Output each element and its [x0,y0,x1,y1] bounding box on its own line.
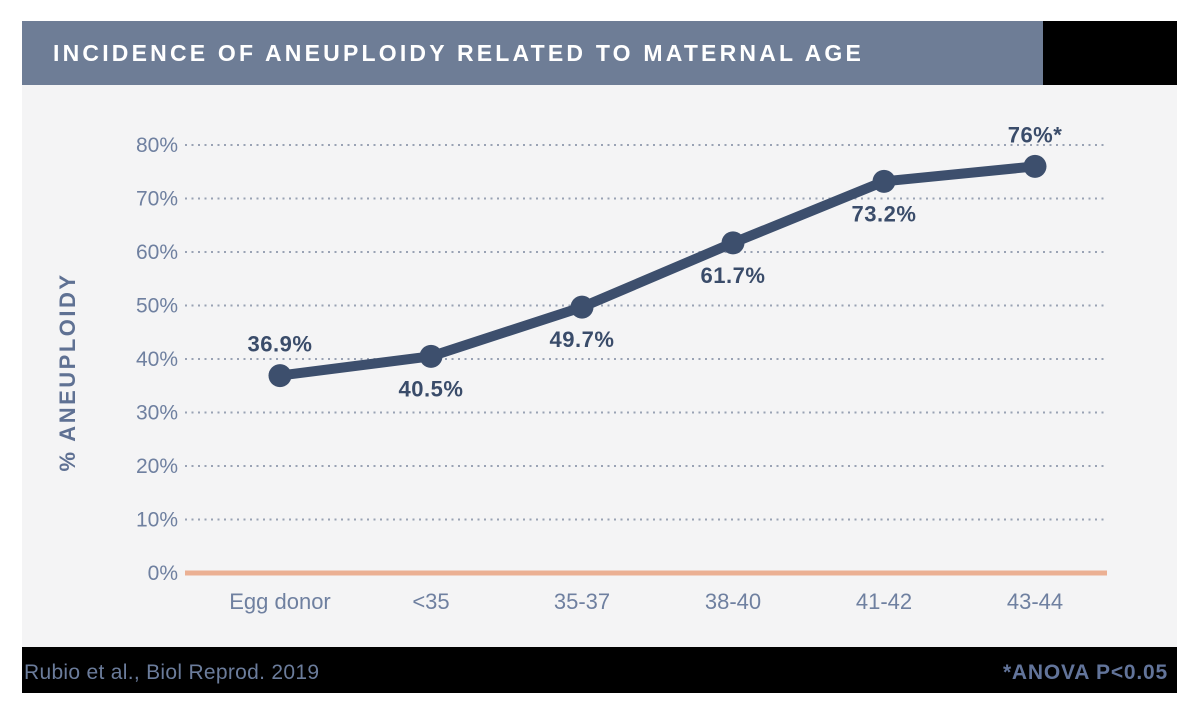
data-point-1 [268,364,292,388]
data-point-label-2: 40.5% [399,376,464,401]
x-tick-label-5: 41-42 [856,589,912,614]
data-point-label-4: 61.7% [701,263,766,288]
x-tick-label-2: <35 [412,589,449,614]
y-tick-label-60: 60% [136,241,178,264]
x-tick-label-1: Egg donor [229,589,331,614]
data-point-2 [419,344,443,368]
data-point-label-6: 76%* [1008,122,1063,147]
y-tick-label-0: 0% [148,562,178,585]
y-tick-label-40: 40% [136,348,178,371]
y-tick-label-70: 70% [136,188,178,211]
logo-box [1043,21,1177,85]
footer-bar: Rubio et al., Biol Reprod. 2019 *ANOVA P… [22,647,1177,693]
data-point-label-3: 49.7% [550,327,615,352]
aneuploidy-line-chart: 0% 10% 20% 30% 40% 50% 60% 70% 80% % ANEUPLOIDY 36… [55,122,1107,614]
x-tick-label-3: 35-37 [554,589,610,614]
data-line [275,161,1040,381]
data-point-4 [721,231,745,255]
x-tick-label-6: 43-44 [1007,589,1063,614]
data-point-label-1: 36.9% [248,332,313,357]
chart-title-bar: INCIDENCE OF ANEUPLOIDY RELATED TO MATER… [22,21,1043,85]
anova-note: *ANOVA P<0.05 [1002,661,1168,684]
chart-area: 0% 10% 20% 30% 40% 50% 60% 70% 80% % ANEUPLOIDY 36… [22,85,1177,647]
y-tick-label-20: 20% [136,455,178,478]
x-tick-label-4: 38-40 [705,589,761,614]
data-point-6 [1023,154,1047,178]
citation: Rubio et al., Biol Reprod. 2019 [24,661,320,684]
y-tick-label-50: 50% [136,295,178,318]
y-tick-label-80: 80% [136,134,178,157]
y-axis-title: % ANEUPLOIDY [55,272,80,471]
chart-title: INCIDENCE OF ANEUPLOIDY RELATED TO MATER… [53,39,865,66]
data-point-3 [570,295,594,319]
y-tick-label-30: 30% [136,402,178,425]
data-point-label-5: 73.2% [852,201,917,226]
y-tick-label-10: 10% [136,509,178,532]
data-point-5 [872,169,896,193]
